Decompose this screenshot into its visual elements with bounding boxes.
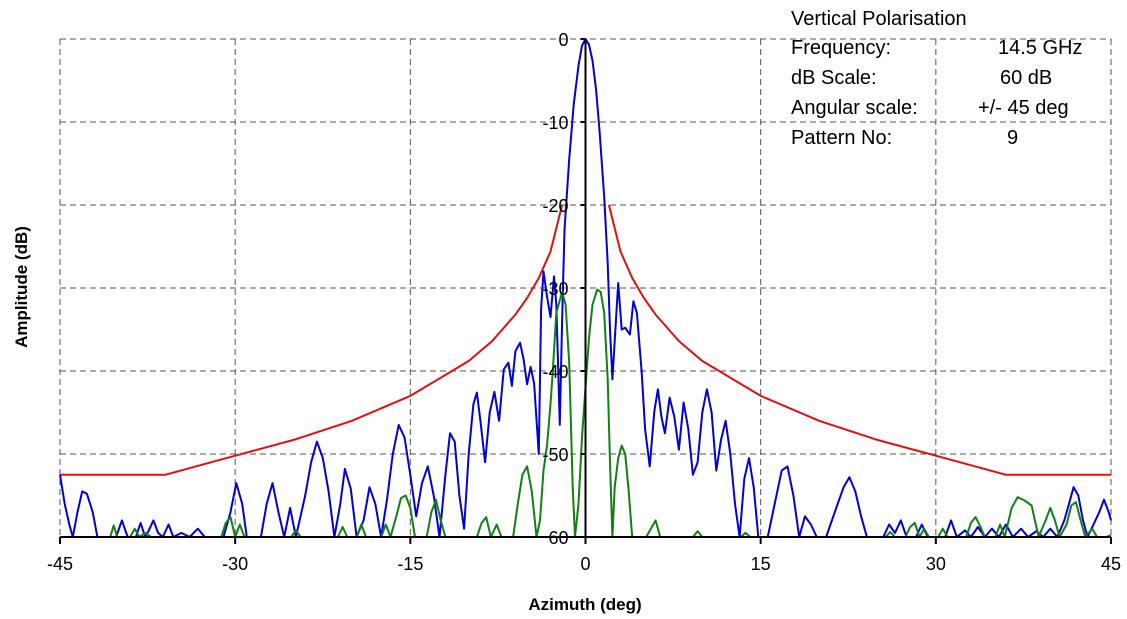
info-polarisation: Vertical Polarisation [791, 8, 967, 30]
info-pattern-value: 9 [1007, 127, 1018, 149]
info-dbscale-value: 60 dB [1000, 67, 1052, 89]
y-axis-title: Amplitude (dB) [12, 226, 31, 348]
x-tick-label: -15 [397, 554, 423, 574]
y-tick-label: -40 [542, 362, 568, 382]
info-dbscale-label: dB Scale: [791, 67, 877, 89]
axes [59, 38, 1112, 544]
tick-labels: -45 -30 -15 0 15 30 45 0 -10 -20 -30 -40 -50 60 [47, 30, 1121, 574]
y-tick-label: 0 [558, 30, 568, 50]
x-tick-label: -45 [47, 554, 73, 574]
x-axis-title: Azimuth (deg) [528, 595, 641, 614]
y-tick-label: -20 [542, 196, 568, 216]
info-frequency-label: Frequency: [791, 37, 891, 59]
info-pattern-label: Pattern No: [791, 127, 892, 149]
x-tick-label: -30 [222, 554, 248, 574]
series-mask-line [60, 204, 564, 476]
info-angular-label: Angular scale: [791, 97, 918, 119]
info-angular-value: +/- 45 deg [978, 97, 1069, 119]
info-panel: Vertical Polarisation Frequency: 14.5 GH… [791, 8, 1082, 149]
y-tick-label: -10 [542, 113, 568, 133]
y-tick-label: -30 [542, 279, 568, 299]
x-tick-label: 15 [751, 554, 771, 574]
y-tick-label: 60 [548, 528, 568, 548]
info-frequency-value: 14.5 GHz [998, 37, 1082, 59]
y-tick-label: -50 [542, 445, 568, 465]
series-mask-line [607, 204, 1111, 476]
series-copolar-line [59, 38, 1112, 538]
x-tick-label: 0 [580, 554, 590, 574]
x-tick-label: 45 [1101, 554, 1121, 574]
x-tick-label: 30 [926, 554, 946, 574]
